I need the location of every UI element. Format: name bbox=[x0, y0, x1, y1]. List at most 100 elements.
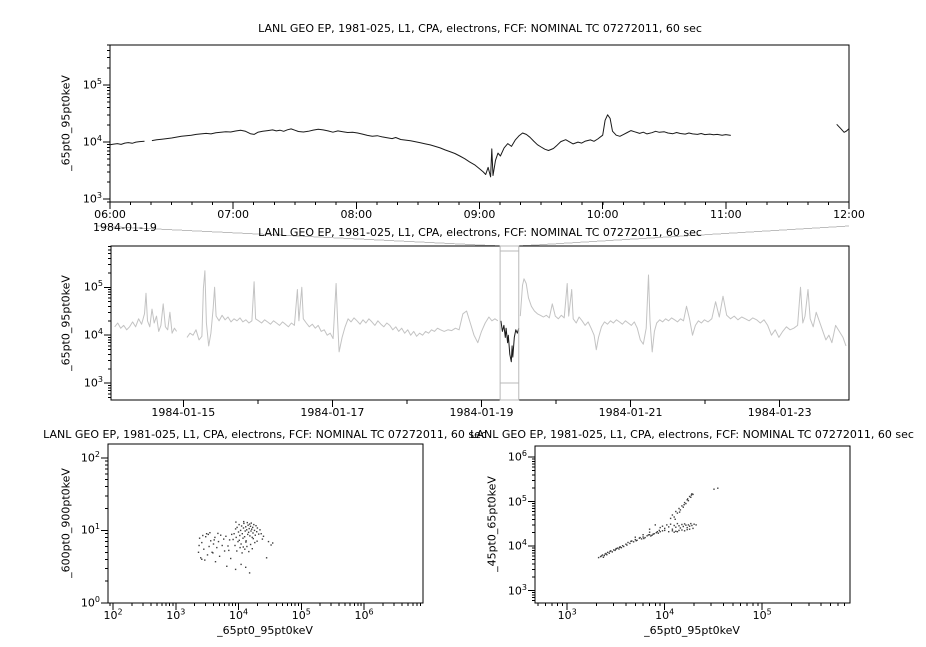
scatter-point bbox=[671, 530, 674, 532]
scatter-point bbox=[262, 535, 265, 537]
scatter-point bbox=[676, 522, 679, 525]
scatter-point bbox=[248, 550, 250, 553]
scatter-point bbox=[692, 527, 694, 530]
scatter-point bbox=[674, 518, 676, 520]
scatter-point bbox=[688, 495, 691, 498]
scatter-point bbox=[261, 538, 264, 540]
scatter-point bbox=[202, 534, 204, 537]
scatter-point bbox=[245, 540, 247, 542]
scatter-point bbox=[648, 534, 651, 536]
scatter-point bbox=[245, 566, 247, 568]
scatter-point bbox=[693, 523, 695, 525]
scatter-point bbox=[203, 548, 205, 550]
series-line bbox=[114, 292, 178, 334]
scatter-point bbox=[250, 522, 252, 524]
panel-top-timeseries[interactable] bbox=[103, 44, 850, 209]
scatter-point bbox=[234, 568, 237, 571]
scatter-point bbox=[231, 533, 233, 536]
scatter-point bbox=[217, 532, 219, 535]
scatter-point bbox=[200, 557, 202, 559]
scatter-point bbox=[653, 533, 655, 535]
scatter-point bbox=[238, 523, 240, 526]
scatter-point bbox=[265, 557, 268, 559]
scatter-point bbox=[214, 536, 216, 539]
scatter-point bbox=[209, 532, 211, 534]
scatter-point bbox=[691, 524, 693, 527]
scatter-point bbox=[627, 541, 629, 544]
scatter-point bbox=[243, 520, 245, 523]
scatter-point bbox=[608, 552, 610, 554]
scatter-point bbox=[634, 538, 636, 541]
scatter-point bbox=[666, 524, 668, 526]
scatter-point bbox=[253, 529, 256, 532]
scatter-point bbox=[685, 524, 687, 526]
scatter-point bbox=[678, 511, 681, 513]
scatter-point bbox=[673, 531, 675, 533]
scatter-point bbox=[236, 550, 238, 552]
scatter-point bbox=[620, 547, 623, 549]
scatter-point bbox=[251, 536, 253, 539]
scatter-point bbox=[687, 500, 690, 502]
scatter-point bbox=[687, 498, 689, 500]
scatter-point bbox=[676, 531, 679, 533]
scatter-point bbox=[687, 524, 690, 526]
scatter-point bbox=[654, 524, 656, 526]
scatter-point bbox=[248, 572, 251, 574]
scatter-point bbox=[713, 488, 715, 490]
scatter-point bbox=[605, 552, 607, 555]
scatter-point bbox=[239, 534, 241, 537]
scatter-point bbox=[650, 535, 652, 537]
scatter-point bbox=[603, 554, 605, 557]
panel-context-timeseries[interactable] bbox=[104, 245, 850, 407]
series-line bbox=[500, 320, 520, 363]
scatter-point bbox=[671, 514, 674, 516]
scatter-point bbox=[636, 539, 638, 541]
scatter-point bbox=[212, 552, 214, 554]
scatter-point bbox=[690, 496, 692, 498]
scatter-point bbox=[644, 536, 646, 539]
scatter-point bbox=[626, 544, 628, 546]
scatter-point bbox=[686, 499, 688, 501]
scatter-point bbox=[218, 555, 221, 557]
scatter-point bbox=[669, 523, 672, 525]
scatter-point bbox=[235, 536, 237, 539]
scatter-point bbox=[657, 532, 659, 534]
scatter-point bbox=[683, 523, 686, 525]
scatter-point bbox=[652, 533, 654, 535]
scatter-point bbox=[606, 554, 608, 556]
scatter-point bbox=[617, 547, 619, 549]
panel-scatter-right[interactable] bbox=[528, 445, 851, 610]
scatter-point bbox=[211, 551, 213, 553]
scatter-point bbox=[668, 526, 670, 528]
scatter-point bbox=[635, 540, 637, 542]
scatter-point bbox=[256, 531, 258, 533]
scatter-point bbox=[678, 507, 680, 510]
scatter-point bbox=[247, 533, 249, 536]
scatter-point bbox=[254, 534, 256, 536]
scatter-point bbox=[240, 563, 242, 566]
scatter-point bbox=[205, 536, 207, 538]
scatter-point bbox=[252, 537, 254, 540]
scatter-point bbox=[611, 551, 613, 553]
panel-scatter-left[interactable] bbox=[101, 443, 424, 610]
scatter-point bbox=[233, 533, 235, 535]
scatter-point bbox=[686, 528, 688, 531]
scatter-point bbox=[198, 537, 201, 539]
scatter-point bbox=[234, 544, 236, 547]
scatter-point bbox=[246, 529, 248, 531]
scatter-point bbox=[610, 550, 612, 552]
scatter-point bbox=[685, 502, 687, 505]
context-selection-band[interactable] bbox=[499, 245, 520, 401]
scatter-point bbox=[242, 537, 244, 539]
series-line bbox=[519, 274, 847, 353]
scatter-point bbox=[634, 536, 636, 538]
scatter-point bbox=[690, 494, 693, 496]
scatter-point bbox=[243, 522, 245, 525]
scatter-point bbox=[267, 540, 270, 543]
scatter-point bbox=[205, 533, 208, 535]
scatter-point bbox=[646, 535, 648, 537]
scatter-point bbox=[656, 531, 658, 533]
scatter-point bbox=[210, 540, 212, 542]
scatter-point bbox=[201, 541, 203, 544]
